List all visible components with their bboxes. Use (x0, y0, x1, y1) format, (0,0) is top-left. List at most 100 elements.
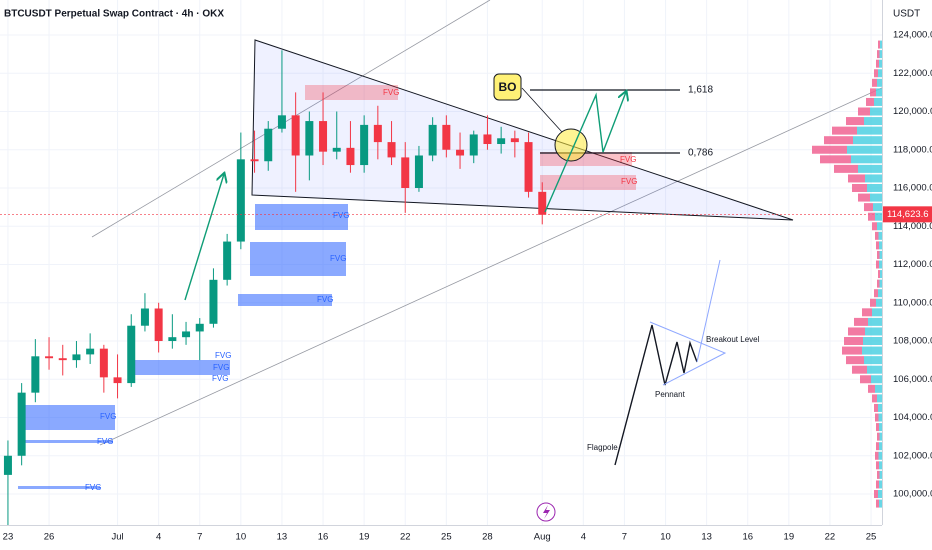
x-tick-label: 19 (784, 532, 795, 543)
pennant-label: Flagpole (587, 443, 618, 452)
x-tick-label: 19 (359, 532, 370, 543)
volume-bar (870, 298, 882, 307)
channel-upper (91, 0, 491, 238)
pennant-sketch (614, 324, 698, 466)
volume-bar (852, 184, 882, 193)
y-tick-label: 124,000.0 (893, 30, 932, 41)
x-tick-label: 13 (701, 532, 712, 543)
projection-arrow (544, 92, 626, 213)
volume-bar (876, 423, 882, 432)
x-tick-label: Aug (534, 532, 551, 543)
volume-bar (852, 365, 882, 374)
x-tick-label: 22 (400, 532, 411, 543)
currency: USDT (893, 9, 920, 20)
fvg-label: FVG (330, 254, 346, 263)
fvg-label: FVG (383, 88, 399, 97)
y-tick-label: 116,000.0 (893, 183, 932, 194)
candle-body (456, 149, 465, 156)
y-tick-label: 120,000.0 (893, 106, 932, 117)
volume-bar (876, 461, 882, 470)
candle-body (538, 191, 547, 215)
candle-body (168, 337, 177, 342)
candle-body (154, 308, 163, 342)
y-tick-label: 108,000.0 (893, 336, 932, 347)
candle-body (58, 358, 67, 361)
breakout-circle (554, 128, 588, 162)
pennant-label: Breakout Level (706, 335, 760, 344)
fvg-label: FVG (85, 483, 101, 492)
candle-body (86, 348, 95, 355)
candle-body (264, 128, 273, 162)
candle-body (414, 155, 423, 189)
fvg-zone (135, 360, 230, 375)
channel-lower (99, 64, 932, 446)
volume-bar (846, 356, 882, 365)
fvg-label: FVG (621, 177, 637, 186)
candle-body (442, 124, 451, 150)
x-tick-label: 26 (44, 532, 55, 543)
last-price-tag (883, 206, 932, 223)
fvg-zone (305, 85, 398, 100)
volume-bar (848, 327, 882, 336)
volume-bar (875, 413, 882, 422)
candle-body (195, 323, 204, 332)
fib-label: 1,618 (688, 85, 713, 96)
volume-bar (842, 346, 882, 355)
candle-body (305, 121, 314, 156)
x-tick-label: 13 (277, 532, 288, 543)
volume-bar (877, 470, 882, 479)
volume-bar (834, 164, 882, 173)
candle-body (223, 241, 232, 280)
x-tick-label: 25 (441, 532, 452, 543)
y-tick-label: 114,000.0 (893, 221, 932, 232)
y-tick-label: 110,000.0 (893, 297, 932, 308)
bo-tag (493, 73, 522, 101)
header-title: BTCUSDT Perpetual Swap Contract · 4h · O… (4, 9, 224, 20)
volume-bar (846, 117, 882, 126)
volume-bar (876, 499, 882, 508)
candle-body (469, 134, 478, 156)
candle-body (99, 348, 108, 378)
volume-bar (874, 69, 882, 78)
volume-bar (877, 279, 882, 288)
fvg-zone (255, 204, 348, 230)
x-tick-label: 4 (581, 532, 586, 543)
volume-bar (874, 403, 882, 412)
x-tick-label: 25 (866, 532, 877, 543)
candle-body (209, 279, 218, 324)
fvg-label: FVG (97, 437, 113, 446)
x-tick-label: 16 (742, 532, 753, 543)
breakout-line (696, 259, 721, 363)
price-axis (883, 0, 932, 550)
candle-body (497, 138, 506, 145)
x-tick-label: 22 (825, 532, 836, 543)
candle-body (373, 124, 382, 143)
volume-bar (862, 308, 882, 317)
candle-body (332, 147, 341, 152)
volume-bar (866, 97, 882, 106)
y-tick-label: 100,000.0 (893, 489, 932, 500)
candle-body (319, 121, 328, 152)
candle-body (182, 331, 191, 338)
fib-label: 0,786 (688, 148, 713, 159)
fvg-label: FVG (317, 295, 333, 304)
volume-profile (812, 40, 882, 508)
fvg-zone (18, 405, 115, 430)
volume-bar (854, 317, 882, 326)
volume-bar (858, 193, 882, 202)
candle-body (387, 142, 396, 158)
fvg-zone (250, 242, 346, 276)
candle-body (127, 325, 136, 384)
y-tick-label: 122,000.0 (893, 68, 932, 79)
volume-bar (872, 222, 882, 231)
volume-bar (870, 88, 882, 97)
candle-body (17, 392, 26, 456)
candles (3, 50, 547, 527)
volume-bar (844, 337, 882, 346)
volume-bar (820, 155, 882, 164)
volume-bar (876, 260, 882, 269)
pennant-label: Pennant (655, 390, 686, 399)
fvg-zone (18, 440, 113, 443)
volume-bar (876, 442, 882, 451)
volume-bar (874, 490, 882, 499)
